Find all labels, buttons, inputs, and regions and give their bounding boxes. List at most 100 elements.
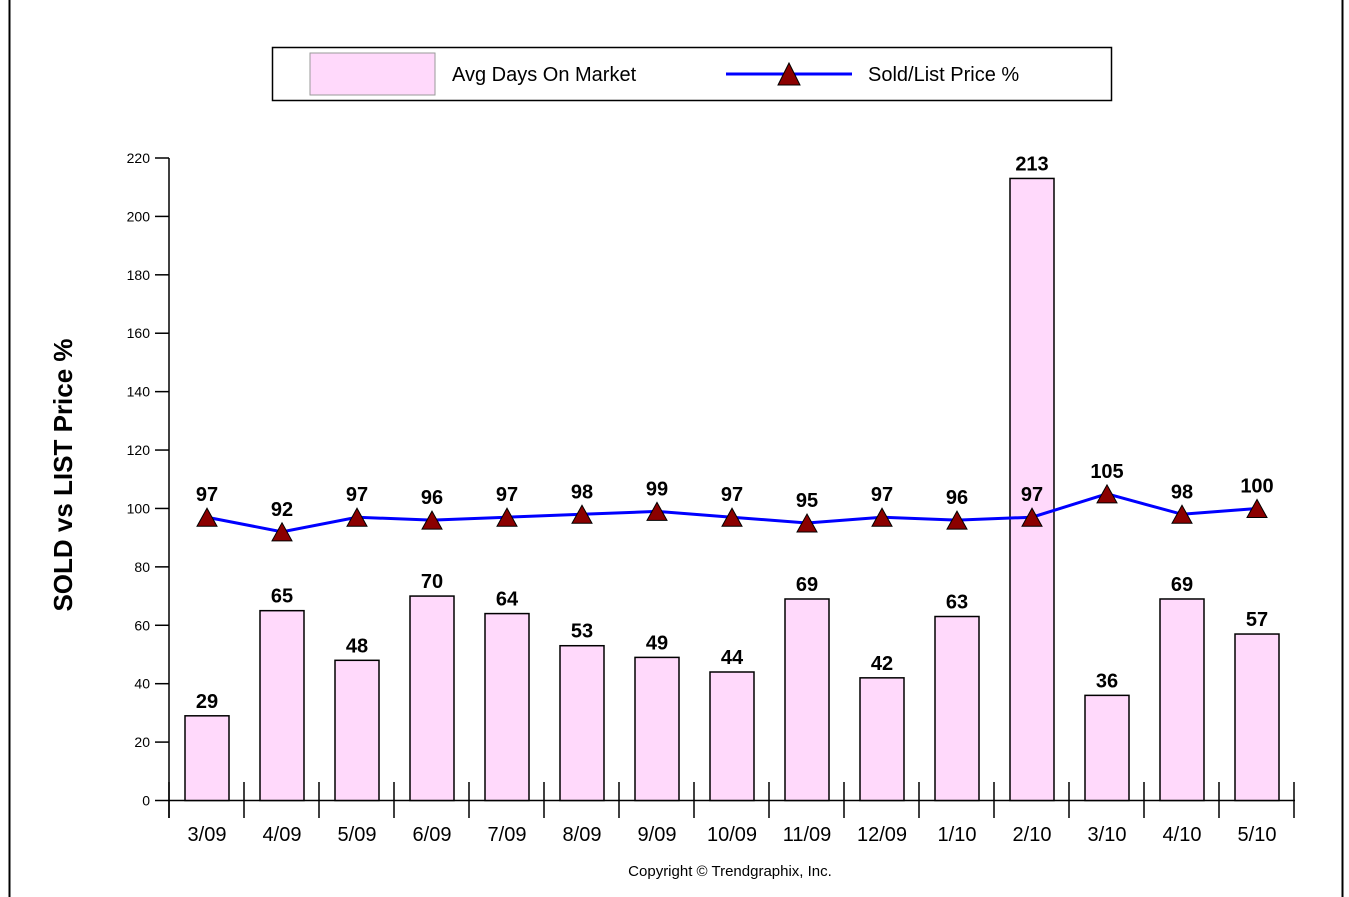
line-point-marker [871, 507, 893, 527]
line-point-marker [946, 510, 968, 530]
bar [259, 609, 305, 802]
y-tick-label: 0 [142, 793, 150, 809]
bar [1159, 598, 1205, 802]
legend-bar-swatch [309, 52, 436, 96]
bar-value-label: 49 [646, 632, 668, 654]
bar-value-label: 64 [496, 589, 519, 611]
y-tick-label: 140 [127, 384, 151, 400]
x-tick-label: 11/09 [783, 824, 832, 846]
line-value-label: 97 [871, 484, 893, 506]
line-point-marker [496, 507, 518, 527]
bar-value-label: 42 [871, 653, 893, 675]
line-point-marker [721, 507, 743, 527]
line-value-label: 96 [946, 487, 968, 509]
line-value-label: 100 [1240, 475, 1273, 497]
x-tick-label: 4/10 [1163, 824, 1202, 846]
x-tick-label: 1/10 [938, 824, 977, 846]
bar-value-label: 53 [571, 621, 593, 643]
bar-value-label: 57 [1246, 609, 1268, 631]
y-tick-label: 100 [127, 500, 151, 516]
line-point-marker [196, 507, 218, 527]
line-point-marker [271, 521, 293, 542]
line-value-label: 96 [421, 487, 443, 509]
line-value-label: 97 [1021, 484, 1043, 506]
x-ticks: 3/09 4/09 5/09 6/09 7/09 8/09 9/09 10/09 11/09 12… [168, 782, 1295, 846]
bar [634, 656, 680, 802]
y-tick-label: 80 [134, 559, 150, 575]
bar-value-label: 48 [346, 635, 368, 657]
bar [484, 612, 530, 802]
x-tick-label: 6/09 [413, 824, 452, 846]
legend: Avg Days On Market Sold/List Price % [271, 46, 1113, 102]
line-value-label: 97 [196, 484, 218, 506]
line-value-label: 99 [646, 478, 668, 500]
y-tick-label: 20 [134, 734, 150, 750]
x-tick-label: 8/09 [563, 824, 602, 846]
line-point-marker [1021, 507, 1043, 527]
line-point-marker [421, 510, 443, 530]
x-tick-label: 2/10 [1013, 824, 1052, 846]
line-point-marker [1096, 483, 1118, 504]
bar [184, 715, 230, 802]
line-labels: 97 92 97 96 97 98 99 97 95 97 96 97 105 98 100 [196, 461, 1274, 521]
y-tick-label: 220 [127, 150, 151, 166]
bar [784, 598, 830, 802]
line-point-marker [1171, 504, 1193, 524]
bars [184, 177, 1280, 802]
line-point-marker [346, 507, 368, 527]
x-tick-label: 12/09 [857, 824, 907, 846]
y-tick-label: 40 [134, 676, 150, 692]
bar [1009, 177, 1055, 802]
bar-value-label: 70 [421, 571, 443, 593]
bar-labels: 29 65 48 70 64 53 49 44 69 42 63 213 36 69 57 [196, 153, 1268, 712]
line-value-label: 92 [271, 499, 293, 521]
line-series [196, 483, 1268, 542]
bar [334, 659, 380, 802]
x-tick-label: 5/09 [338, 824, 377, 846]
x-tick-label: 9/09 [638, 824, 677, 846]
y-tick-label: 180 [127, 267, 151, 283]
y-ticks: 0 20 40 60 80 100 120 140 160 180 200 220 [127, 150, 169, 809]
x-tick-label: 7/09 [488, 824, 527, 846]
bar [859, 677, 905, 802]
bar-value-label: 69 [1171, 574, 1193, 596]
bar [1084, 694, 1130, 802]
bar [559, 644, 605, 802]
legend-triangle-icon [777, 61, 801, 86]
bar-value-label: 29 [196, 691, 218, 713]
line-value-label: 98 [1171, 481, 1193, 503]
bar [709, 671, 755, 802]
y-tick-label: 200 [127, 208, 151, 224]
x-tick-label: 3/09 [188, 824, 227, 846]
x-tick-label: 5/10 [1238, 824, 1277, 846]
bar [409, 595, 455, 802]
line-point-marker [646, 501, 668, 521]
x-tick-label: 10/09 [707, 824, 757, 846]
y-tick-label: 160 [127, 325, 151, 341]
bar-value-label: 36 [1096, 670, 1118, 692]
copyright-text: Copyright © Trendgraphix, Inc. [628, 863, 832, 880]
line-value-label: 98 [571, 481, 593, 503]
x-tick-label: 3/10 [1088, 824, 1127, 846]
line-value-label: 95 [796, 490, 818, 512]
bar [1234, 633, 1280, 802]
y-tick-label: 60 [134, 617, 150, 633]
bar-value-label: 65 [271, 586, 293, 608]
line-point-marker [796, 513, 818, 533]
bar [934, 615, 980, 802]
line-point-marker [1246, 498, 1268, 518]
bar-value-label: 213 [1015, 153, 1048, 175]
y-axis-title: SOLD vs LIST Price % [48, 338, 78, 611]
line-value-label: 105 [1090, 461, 1123, 483]
legend-bar-label: Avg Days On Market [452, 64, 637, 86]
x-tick-label: 4/09 [263, 824, 302, 846]
bar-value-label: 44 [721, 647, 744, 669]
legend-line-label: Sold/List Price % [868, 64, 1019, 86]
line-value-label: 97 [721, 484, 743, 506]
line-point-marker [571, 504, 593, 524]
line-value-label: 97 [346, 484, 368, 506]
y-tick-label: 120 [127, 442, 151, 458]
line-value-label: 97 [496, 484, 518, 506]
